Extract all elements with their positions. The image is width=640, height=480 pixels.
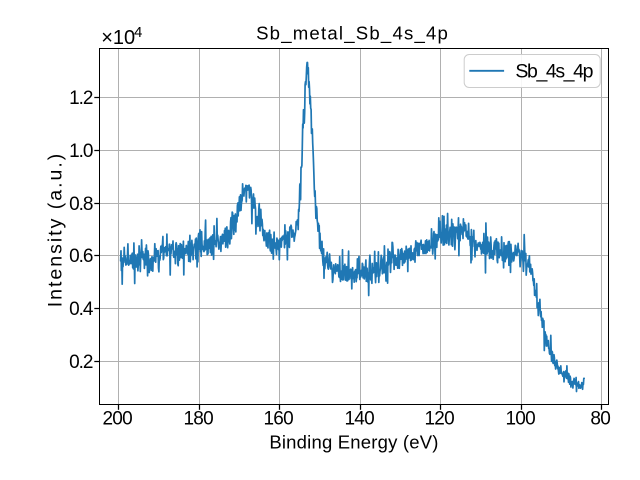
svg-text:1.2: 1.2 — [69, 88, 93, 109]
svg-text:0.8: 0.8 — [69, 194, 93, 215]
svg-text:0.2: 0.2 — [69, 352, 93, 373]
svg-text:200: 200 — [103, 408, 133, 429]
svg-text:120: 120 — [425, 408, 455, 429]
svg-text:Sb_4s_4p: Sb_4s_4p — [515, 61, 593, 83]
svg-text:0.4: 0.4 — [69, 299, 94, 320]
svg-text:160: 160 — [264, 408, 294, 429]
svg-text:Binding Energy (eV): Binding Energy (eV) — [269, 431, 438, 452]
svg-text:×10: ×10 — [101, 27, 135, 49]
svg-text:0.6: 0.6 — [69, 246, 93, 267]
svg-text:100: 100 — [506, 408, 536, 429]
svg-text:4: 4 — [134, 24, 142, 41]
svg-text:Intensity (a.u.): Intensity (a.u.) — [45, 152, 67, 308]
svg-text:140: 140 — [345, 408, 375, 429]
svg-text:Sb_metal_Sb_4s_4p: Sb_metal_Sb_4s_4p — [256, 23, 449, 45]
svg-text:80: 80 — [590, 408, 610, 429]
svg-text:1.0: 1.0 — [69, 141, 93, 162]
svg-text:180: 180 — [184, 408, 214, 429]
